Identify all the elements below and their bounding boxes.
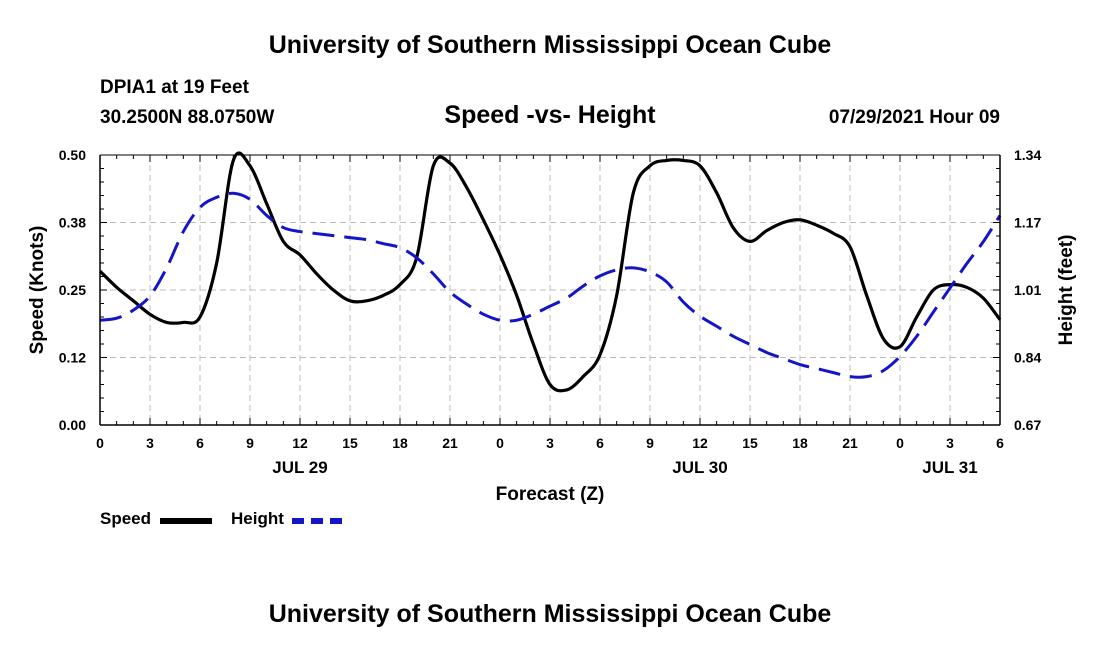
station-name: DPIA1 at 19 Feet — [100, 77, 249, 98]
x-tick-label: 21 — [842, 435, 858, 451]
x-tick-label: 0 — [496, 435, 504, 451]
footer-title: University of Southern Mississippi Ocean… — [268, 600, 832, 628]
x-tick-label: 3 — [546, 435, 554, 451]
series-layer — [98, 151, 1002, 393]
y-tick-label-left: 0.50 — [59, 147, 86, 163]
x-tick-label: 6 — [596, 435, 604, 451]
page-title: University of Southern Mississippi Ocean… — [268, 31, 832, 59]
date-label: JUL 31 — [922, 458, 977, 477]
legend-height-label: Height — [231, 509, 284, 528]
date-label: JUL 30 — [672, 458, 727, 477]
forecast-datetime: 07/29/2021 Hour 09 — [828, 107, 1000, 128]
y-tick-label-left: 0.38 — [59, 215, 86, 231]
station-coordinates: 30.2500N 88.0750W — [100, 107, 275, 128]
date-label: JUL 29 — [272, 458, 327, 477]
x-tick-label: 0 — [96, 435, 104, 451]
y-tick-label-right: 1.34 — [1014, 147, 1041, 163]
legend-speed-label: Speed — [100, 509, 152, 528]
axes — [99, 154, 1001, 426]
x-tick-label: 18 — [392, 435, 408, 451]
y-tick-label-right: 0.84 — [1014, 350, 1041, 366]
y-tick-label-right: 1.17 — [1014, 215, 1041, 231]
y-tick-label-left: 0.25 — [59, 282, 86, 298]
x-axis-label: Forecast (Z) — [496, 484, 605, 505]
x-tick-label: 9 — [246, 435, 254, 451]
x-tick-label: 9 — [646, 435, 654, 451]
y-axis-label-right: Height (feet) — [1056, 235, 1077, 346]
x-tick-label: 6 — [996, 435, 1004, 451]
grid — [100, 155, 1000, 425]
x-tick-label: 15 — [342, 435, 358, 451]
legend-speed-swatch — [160, 518, 212, 524]
x-tick-label: 3 — [946, 435, 954, 451]
x-tick-label: 12 — [692, 435, 708, 451]
x-tick-label: 21 — [442, 435, 458, 451]
y-tick-label-left: 0.00 — [59, 417, 86, 433]
x-tick-label: 3 — [146, 435, 154, 451]
x-tick-label: 12 — [292, 435, 308, 451]
x-tick-label: 6 — [196, 435, 204, 451]
y-tick-label-right: 1.01 — [1014, 282, 1041, 298]
x-tick-label: 18 — [792, 435, 808, 451]
y-tick-label-right: 0.67 — [1014, 417, 1041, 433]
chart-title: Speed -vs- Height — [444, 101, 656, 129]
legend-height-swatch — [292, 518, 342, 524]
tick-labels: 0 3 6 9 12 15 18 21 0 3 6 9 12 15 18 21 0 3 6 JUL 29 JUL 30 J… — [59, 147, 1042, 477]
x-tick-label: 15 — [742, 435, 758, 451]
y-axis-label-left: Speed (Knots) — [27, 226, 48, 355]
y-tick-label-left: 0.12 — [59, 350, 86, 366]
x-tick-label: 0 — [896, 435, 904, 451]
series-line-speed — [98, 151, 1002, 393]
series-line-height — [99, 191, 1002, 379]
